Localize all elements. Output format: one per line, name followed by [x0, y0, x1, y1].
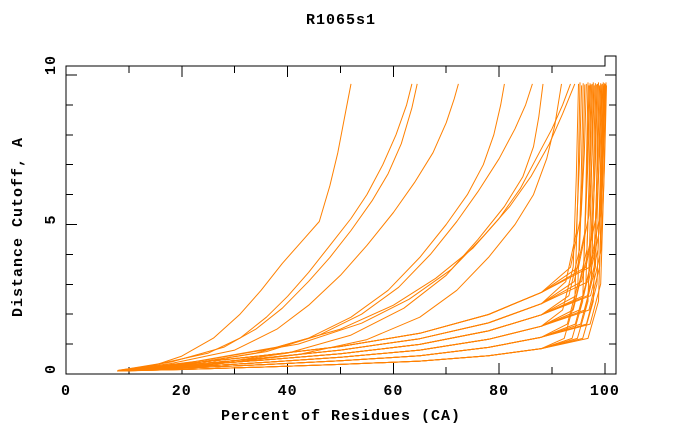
model-curves	[117, 82, 607, 372]
model-curve	[117, 83, 505, 372]
y-tick-label: 0	[43, 364, 60, 374]
model-curve	[117, 83, 603, 372]
model-curve	[120, 83, 533, 372]
y-axis-label: Distance Cutoff, A	[10, 137, 27, 317]
model-curve	[120, 83, 584, 372]
model-curve	[118, 82, 594, 372]
x-tick-label: 100	[590, 383, 620, 400]
model-curve	[117, 83, 598, 372]
model-curve	[118, 82, 607, 372]
model-curve	[119, 85, 605, 372]
model-curve	[121, 84, 606, 372]
model-curve	[121, 84, 603, 372]
model-curve	[117, 83, 606, 372]
x-tick-label: 0	[61, 383, 71, 400]
model-curve	[119, 85, 601, 372]
x-tick-label: 60	[383, 383, 403, 400]
model-curve	[120, 83, 418, 371]
model-curve	[117, 83, 571, 372]
model-curve	[120, 83, 596, 372]
model-curve	[118, 83, 413, 371]
model-curve	[118, 82, 599, 372]
plot-frame	[65, 55, 617, 375]
axis-ticks	[66, 66, 616, 374]
x-tick-label: 80	[489, 383, 509, 400]
model-curve	[119, 83, 544, 372]
axis-tick-labels: 0 20 40 60 80 100 0 5 10	[43, 55, 620, 400]
model-curve	[119, 85, 607, 372]
model-curve	[119, 85, 595, 372]
model-curve	[117, 83, 352, 371]
model-curve	[119, 85, 590, 372]
x-tick-label: 40	[278, 383, 298, 400]
model-curve	[120, 83, 605, 372]
y-tick-label: 5	[43, 214, 60, 224]
y-tick-label: 10	[43, 55, 60, 75]
chart-title: R1065s1	[306, 12, 376, 29]
model-curve	[119, 83, 459, 371]
model-curve	[120, 83, 602, 372]
model-curve	[118, 82, 604, 372]
x-tick-label: 20	[172, 383, 192, 400]
model-curve	[117, 83, 593, 372]
model-curve	[119, 83, 576, 372]
model-curve	[120, 83, 591, 372]
model-curve	[121, 84, 592, 372]
model-curve	[121, 84, 597, 372]
x-axis-label: Percent of Residues (CA)	[221, 408, 461, 425]
